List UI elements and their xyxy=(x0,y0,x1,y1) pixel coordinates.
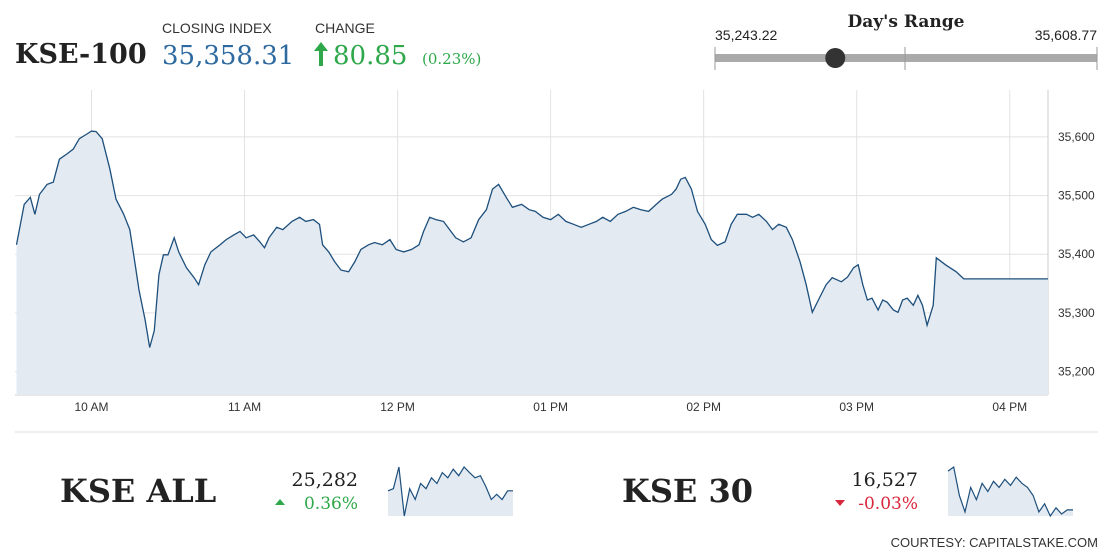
change-value: 80.85 xyxy=(333,41,407,71)
x-tick-label: 10 AM xyxy=(75,400,109,414)
y-tick-label: 35,200 xyxy=(1058,365,1095,379)
sparkline-fill xyxy=(948,467,1073,516)
y-tick-label: 35,600 xyxy=(1058,130,1095,144)
range-marker xyxy=(825,48,846,68)
closing-value: 35,358.31 xyxy=(162,41,294,71)
index-card-value: 16,527 xyxy=(852,469,918,491)
range-high: 35,608.77 xyxy=(1035,27,1097,43)
y-tick-label: 35,400 xyxy=(1058,247,1095,261)
range-title: Day's Range xyxy=(848,12,965,32)
closing-label: CLOSING INDEX xyxy=(162,20,272,36)
index-card-change: 0.36% xyxy=(304,494,358,514)
sparkline xyxy=(387,466,513,517)
courtesy: COURTESY: CAPITALSTAKE.COM xyxy=(891,535,1098,550)
range-bar xyxy=(715,54,1097,62)
index-card-name: KSE 30 xyxy=(622,472,753,510)
x-tick-label: 02 PM xyxy=(686,400,721,414)
change-percent: (0.23%) xyxy=(422,50,481,68)
area-fill xyxy=(16,131,1048,395)
x-tick-label: 12 PM xyxy=(380,400,415,414)
index-card-value: 25,282 xyxy=(292,469,358,491)
index-card-change: -0.03% xyxy=(858,494,918,514)
y-tick-label: 35,500 xyxy=(1058,189,1095,203)
y-tick-label: 35,300 xyxy=(1058,306,1095,320)
index-card-name: KSE ALL xyxy=(60,472,216,510)
x-tick-label: 03 PM xyxy=(839,400,874,414)
index-name: KSE-100 xyxy=(15,39,147,70)
x-tick-label: 04 PM xyxy=(992,400,1027,414)
index-line xyxy=(15,130,1048,348)
sparkline xyxy=(947,465,1073,518)
up-triangle-icon xyxy=(275,499,285,505)
x-tick-label: 01 PM xyxy=(533,400,568,414)
change-label: CHANGE xyxy=(315,20,375,36)
up-arrow-icon xyxy=(314,42,328,66)
down-triangle-icon xyxy=(835,500,845,506)
range-low: 35,243.22 xyxy=(715,27,777,43)
x-tick-label: 11 AM xyxy=(228,400,261,414)
